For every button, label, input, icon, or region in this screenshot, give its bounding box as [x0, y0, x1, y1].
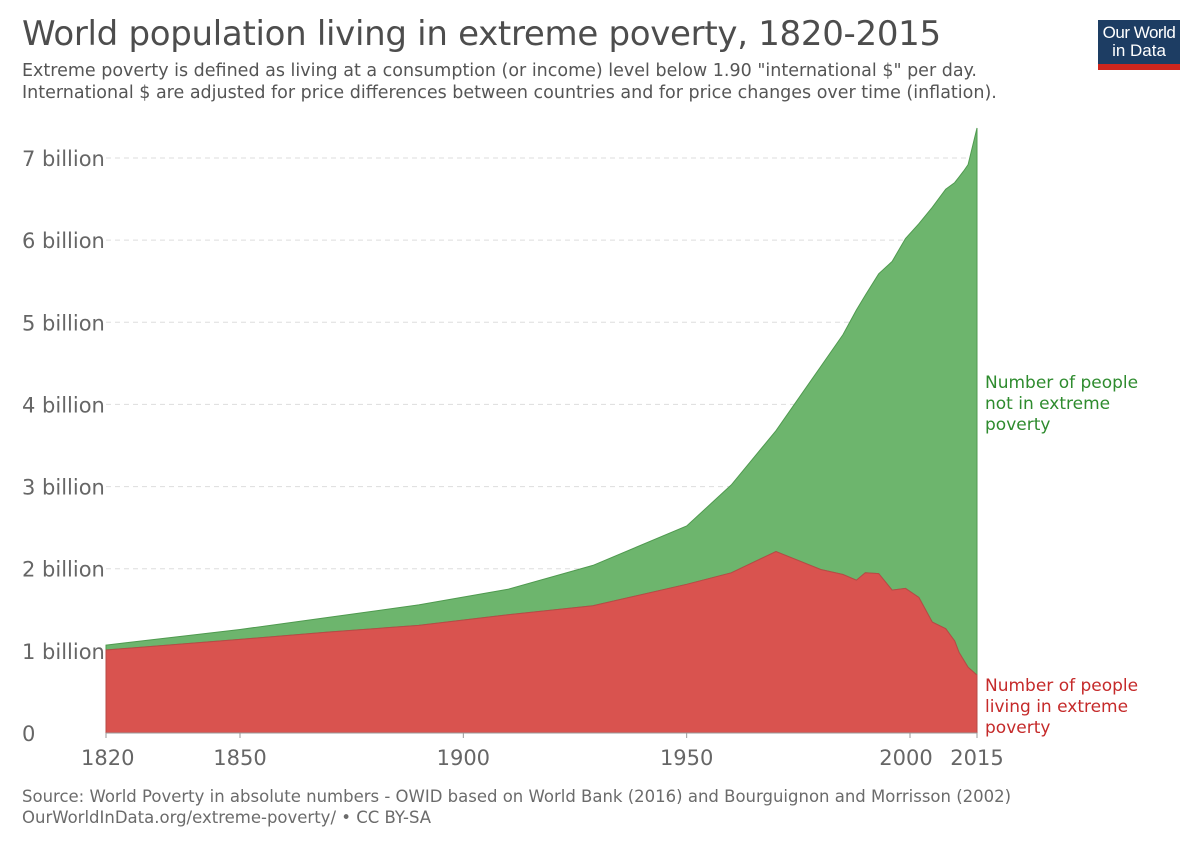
y-tick-label: 5 billion [22, 311, 105, 335]
chart-area: 0 1 billion 2 billion 3 billion 4 billion 5 b… [22, 127, 1138, 770]
x-tick-label: 1820 [81, 746, 134, 770]
label-not-in-poverty: poverty [985, 415, 1050, 435]
y-tick-label: 6 billion [22, 229, 105, 253]
source-note: Source: World Poverty in absolute number… [22, 787, 1012, 806]
series-areas [105, 127, 978, 734]
chart-footer: Source: World Poverty in absolute number… [22, 786, 1011, 828]
chart-subtitle: Extreme poverty is defined as living at … [22, 60, 1082, 104]
x-tick-label: 1850 [213, 746, 266, 770]
y-tick-label: 0 [22, 722, 35, 746]
logo-accent-bar [1098, 64, 1180, 70]
subtitle-line-1: Extreme poverty is defined as living at … [22, 61, 977, 81]
x-tick-label: 1900 [437, 746, 490, 770]
owid-logo[interactable]: Our World in Data [1098, 20, 1180, 70]
y-tick-label: 4 billion [22, 393, 105, 417]
label-not-in-poverty: Number of people [985, 373, 1138, 393]
y-axis: 0 1 billion 2 billion 3 billion 4 billion 5 b… [22, 147, 105, 746]
label-not-in-poverty: not in extreme [985, 394, 1110, 414]
x-tick-label: 2000 [879, 746, 932, 770]
logo-line-1: Our World [1102, 23, 1176, 42]
label-extreme-poverty: poverty [985, 718, 1050, 738]
x-tick-label: 1950 [660, 746, 713, 770]
x-tick-label: 2015 [950, 746, 1003, 770]
subtitle-line-2: International $ are adjusted for price d… [22, 83, 997, 103]
y-tick-label: 1 billion [22, 640, 105, 664]
y-tick-label: 2 billion [22, 558, 105, 582]
page-title: World population living in extreme pover… [22, 14, 941, 54]
y-tick-label: 7 billion [22, 147, 105, 171]
x-axis: 1820 1850 1900 1950 2000 2015 [81, 733, 1004, 770]
y-tick-label: 3 billion [22, 476, 105, 500]
label-extreme-poverty: living in extreme [985, 697, 1128, 717]
label-extreme-poverty: Number of people [985, 676, 1138, 696]
logo-line-2: in Data [1112, 41, 1166, 60]
area-extreme-poverty[interactable] [105, 550, 978, 734]
url-license[interactable]: OurWorldInData.org/extreme-poverty/ • CC… [22, 808, 432, 827]
